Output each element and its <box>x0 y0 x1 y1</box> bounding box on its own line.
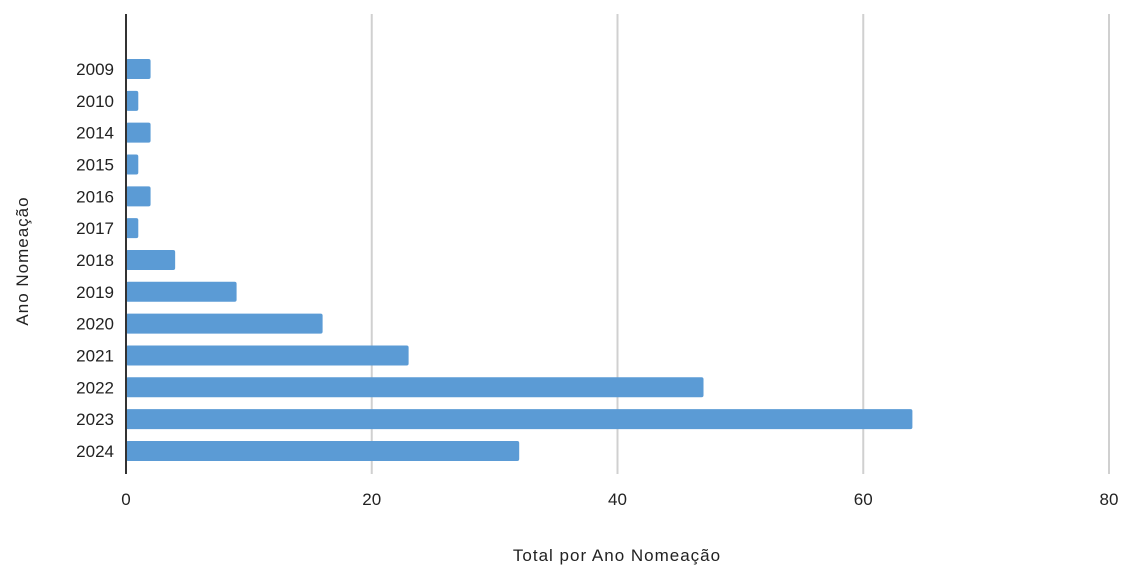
x-tick-label: 60 <box>854 490 873 509</box>
y-tick-label: 2024 <box>76 442 114 461</box>
bar-2015 <box>126 154 139 175</box>
bar-2019 <box>126 281 237 302</box>
y-tick-label: 2010 <box>76 92 114 111</box>
y-tick-label: 2019 <box>76 283 114 302</box>
x-tick-label: 0 <box>121 490 130 509</box>
y-tick-label: 2018 <box>76 251 114 270</box>
gridlines <box>370 14 1110 474</box>
y-tick-label: 2020 <box>76 315 114 334</box>
x-tick-label: 80 <box>1100 490 1119 509</box>
y-tick-label: 2016 <box>76 187 114 206</box>
bar-2017 <box>126 218 139 239</box>
y-tick-label: 2022 <box>76 378 114 397</box>
x-axis-title: Total por Ano Nomeação <box>513 546 721 565</box>
bar-2018 <box>126 249 176 270</box>
y-tick-label: 2021 <box>76 346 114 365</box>
y-tick-label: 2009 <box>76 60 114 79</box>
y-tick-label: 2023 <box>76 410 114 429</box>
y-tick-label: 2014 <box>76 124 114 143</box>
bar-2010 <box>126 90 139 111</box>
bar-2023 <box>126 409 913 430</box>
bar-2021 <box>126 345 409 366</box>
x-tick-label: 20 <box>362 490 381 509</box>
y-tick-label: 2017 <box>76 219 114 238</box>
bar-2009 <box>126 59 151 79</box>
y-tick-labels: 2009 2010 2014 2015 2016 2017 2018 2019 2020 2021… <box>76 60 114 461</box>
y-axis-title: Ano Nomeação <box>13 196 32 325</box>
bar-2014 <box>126 122 151 143</box>
bar-2020 <box>126 313 323 334</box>
bar-2016 <box>126 186 151 207</box>
x-tick-labels: 0 20 40 60 80 <box>121 490 1118 509</box>
y-tick-label: 2015 <box>76 155 114 174</box>
bar-2022 <box>126 377 704 398</box>
bar-2024 <box>126 440 520 461</box>
x-tick-label: 40 <box>608 490 627 509</box>
bars <box>126 59 913 461</box>
